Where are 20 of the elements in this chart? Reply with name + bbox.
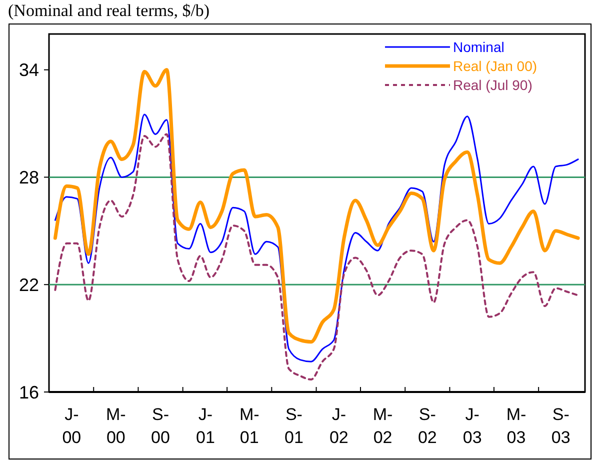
x-tick-label: J- 00 — [62, 405, 82, 447]
x-tick-label: S- 01 — [284, 405, 304, 447]
x-tick-label: M- 01 — [239, 405, 260, 447]
y-tick-label: 16 — [18, 382, 39, 402]
x-tick-label: J- 02 — [329, 405, 348, 447]
x-tick-label: M- 02 — [372, 405, 393, 447]
x-tick-label: M- 00 — [106, 405, 126, 447]
legend-label: Real (Jan 00) — [453, 58, 538, 74]
x-tick-label: J- 01 — [196, 405, 215, 447]
legend-label: Real (Jul 90) — [453, 76, 532, 93]
legend-label: Nominal — [453, 38, 504, 55]
x-tick-label: S- 03 — [551, 405, 570, 447]
x-tick-label: J- 03 — [462, 405, 482, 447]
chart-title: (Nominal and real terms, $/b) — [8, 1, 210, 20]
y-tick-label: 22 — [18, 274, 39, 295]
y-tick-label: 34 — [18, 60, 39, 80]
x-tick-label: S- 02 — [418, 405, 437, 447]
x-tick-label: M- 03 — [506, 405, 526, 447]
x-tick-label: S- 00 — [151, 405, 170, 447]
y-tick-label: 28 — [18, 168, 39, 188]
